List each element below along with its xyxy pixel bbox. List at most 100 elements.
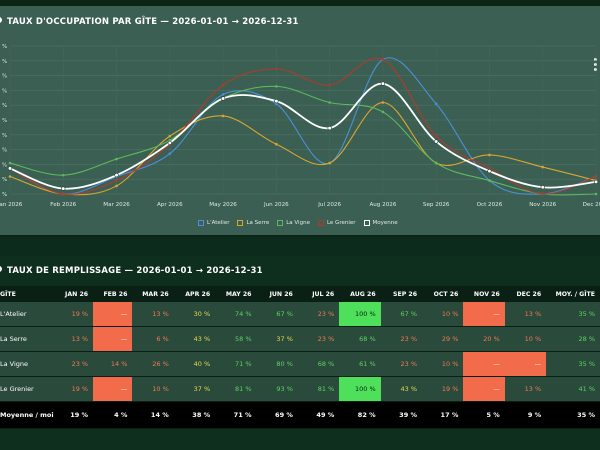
- table-cell: 100 %: [339, 302, 381, 327]
- data-point-la-serre: [221, 114, 225, 118]
- table-cell: —: [93, 302, 133, 327]
- y-tick-label: %: [2, 59, 7, 65]
- table-panel-title: TAUX DE REMPLISSAGE — 2026-01-01 → 2026-…: [0, 266, 263, 276]
- table-cell: 4 %: [93, 401, 133, 429]
- table-cell: 35 %: [546, 302, 600, 327]
- top-bar: [0, 0, 600, 6]
- column-header[interactable]: JUL 26: [297, 286, 340, 302]
- data-point-l-atelier: [275, 102, 278, 106]
- table-cell: 29 %: [422, 326, 464, 352]
- data-point-la-vigne: [381, 110, 385, 114]
- y-tick-label: %: [2, 88, 7, 94]
- average-row: Moyenne / mois 19 % 4 % 14 % 38 % 71 % 69 % 49 …: [0, 401, 600, 429]
- table-cell: 38 %: [173, 401, 216, 429]
- table-cell: 5 %: [463, 401, 505, 429]
- series-line-la-serre: [9, 101, 597, 196]
- table-row: Le Grenier 19 % —10 % 37 % 81 % 93 % 81 % 100 %…: [0, 376, 600, 402]
- data-point-le-grenier: [328, 83, 331, 87]
- data-point-l-atelier: [221, 93, 225, 96]
- data-point-la-vigne: [61, 173, 65, 177]
- table-cell: 81 %: [215, 376, 257, 402]
- legend-swatch-icon: [277, 220, 284, 226]
- row-label: La Vigne: [0, 351, 54, 377]
- legend-label: L'Atelier: [207, 220, 230, 226]
- table-cell: 10 %: [504, 326, 547, 352]
- column-header[interactable]: NOV 26: [463, 286, 505, 302]
- data-point-la-serre: [168, 134, 172, 138]
- table-cell: —: [463, 376, 505, 402]
- table-cell: 14 %: [132, 401, 174, 429]
- column-header[interactable]: MOY. / GÎTE: [546, 286, 600, 302]
- x-tick-label: Nov 2026: [529, 202, 556, 208]
- data-point-moyenne: [380, 81, 386, 86]
- data-point-le-grenier: [381, 58, 385, 61]
- column-header[interactable]: AUG 26: [339, 286, 381, 302]
- table-cell: 23 %: [380, 326, 422, 352]
- data-point-la-serre: [488, 153, 491, 157]
- table-cell: 10 %: [132, 376, 174, 402]
- row-label: La Serre: [0, 326, 54, 352]
- data-point-moyenne: [7, 166, 13, 171]
- column-header[interactable]: OCT 26: [422, 286, 464, 302]
- table-cell: 19 %: [53, 401, 94, 429]
- y-tick-label: %: [2, 148, 7, 154]
- y-tick-label: %: [2, 103, 7, 109]
- table-cell: —: [93, 376, 133, 402]
- table-cell: 71 %: [215, 401, 257, 429]
- column-header[interactable]: MAR 26: [132, 286, 174, 302]
- data-point-le-grenier: [115, 179, 118, 182]
- legend-item[interactable]: La Vigne: [277, 218, 310, 228]
- data-point-la-vigne: [594, 192, 598, 196]
- data-point-moyenne: [274, 99, 279, 104]
- table-cell: 28 %: [546, 326, 600, 352]
- column-header[interactable]: JUN 26: [256, 286, 298, 302]
- table-row: La Serre 13 % —6 % 43 % 58 % 37 % 23 % 68 % 23 %…: [0, 326, 600, 352]
- series-line-l-atelier: [9, 57, 597, 195]
- column-header[interactable]: SEP 26: [380, 286, 422, 302]
- column-header[interactable]: FEB 26: [93, 286, 133, 302]
- x-tick-label: Feb 2026: [50, 202, 76, 208]
- more-options-icon[interactable]: [591, 56, 600, 72]
- table-cell: 49 %: [297, 401, 340, 429]
- series-line-moyenne: [9, 82, 597, 190]
- legend-item[interactable]: Moyenne: [363, 218, 398, 228]
- column-header[interactable]: JAN 26: [53, 286, 94, 302]
- x-tick-label: Jul 2026: [317, 202, 341, 208]
- x-tick-label: Jun 2026: [263, 202, 289, 208]
- legend-swatch-icon: [363, 220, 370, 226]
- data-point-la-serre: [8, 175, 12, 178]
- data-point-le-grenier: [275, 67, 278, 71]
- data-point-la-vigne: [8, 161, 12, 165]
- y-tick-label: %: [2, 177, 7, 183]
- table-cell: 19 %: [53, 376, 94, 402]
- table-cell: 23 %: [297, 326, 340, 352]
- table-row: L'Atelier 19 % —13 % 30 % 74 % 67 % 23 % 100 % 6…: [0, 302, 600, 327]
- column-header[interactable]: APR 26: [173, 286, 216, 302]
- table-cell: —: [463, 351, 505, 377]
- legend-label: Le Grenier: [326, 220, 356, 226]
- table-cell: 43 %: [380, 376, 422, 402]
- legend-label: La Serre: [246, 220, 270, 226]
- column-header[interactable]: DEC 26: [504, 286, 547, 302]
- title-bullet-icon: [0, 266, 2, 272]
- table-cell: 40 %: [173, 351, 216, 377]
- data-point-la-serre: [115, 184, 118, 188]
- data-point-le-grenier: [61, 192, 65, 196]
- data-point-la-serre: [328, 161, 331, 165]
- legend-item[interactable]: L'Atelier: [198, 218, 229, 228]
- table-cell: 74 %: [215, 302, 257, 327]
- x-tick-label: Sep 2026: [423, 202, 450, 208]
- table-cell: 13 %: [504, 376, 547, 402]
- column-header[interactable]: MAY 26: [215, 286, 257, 302]
- legend-item[interactable]: Le Grenier: [317, 218, 356, 228]
- data-point-moyenne: [593, 179, 599, 184]
- table-row: La Vigne 23 % 14 % 26 % 40 % 71 % 80 % 68 % 61 %…: [0, 351, 600, 377]
- legend-item[interactable]: La Serre: [237, 218, 269, 228]
- data-point-moyenne: [540, 185, 545, 190]
- data-point-moyenne: [61, 186, 66, 191]
- table-cell: 61 %: [339, 351, 381, 377]
- column-header[interactable]: GÎTE: [0, 286, 54, 302]
- table-cell: 43 %: [173, 326, 216, 352]
- data-point-la-vigne: [328, 101, 331, 104]
- table-cell: 39 %: [380, 401, 422, 429]
